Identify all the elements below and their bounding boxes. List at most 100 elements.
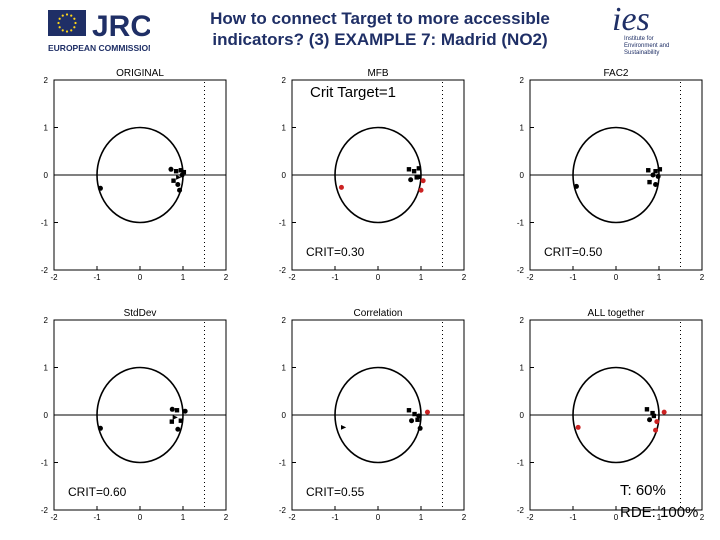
y-tick-label: -2 [41,266,49,275]
crit-label: CRIT=0.50 [544,245,603,259]
data-point [417,425,423,431]
x-tick-label: 0 [138,513,143,522]
data-point [179,172,185,178]
data-point [415,417,420,422]
data-point [573,183,579,189]
y-tick-label: -1 [279,219,287,228]
chart-title: FAC2 [603,68,628,79]
x-tick-label: 1 [181,273,186,282]
scatter-chart: -2 -1 0 1 2 2 1 0 -1 -2 FAC2 CRIT=0.50 [517,68,705,282]
eu-stars-icon [57,13,77,33]
data-point [175,182,181,187]
highlighted-data-point [575,424,581,430]
page-title: How to connect Target to more accessible… [160,8,600,50]
y-tick-label: 1 [520,124,525,133]
crit-label: CRIT=0.60 [68,485,127,499]
ies-logo-text: ies [612,2,650,38]
crit-label: CRIT=0.30 [306,245,365,259]
y-tick-label: 1 [44,124,49,133]
scatter-chart: -2 -1 0 1 2 2 1 0 -1 -2 ORIGINAL [41,68,229,282]
data-point [653,182,659,187]
data-point [177,187,183,193]
y-tick-label: -2 [279,506,287,515]
eu-star-icon [58,26,61,29]
chart-panel-all-together: -2 -1 0 1 2 2 1 0 -1 -2 ALL together [506,302,706,532]
y-tick-label: 2 [44,316,49,325]
x-tick-label: -2 [526,273,534,282]
y-tick-label: 1 [282,124,287,133]
x-tick-label: 1 [181,513,186,522]
eu-star-icon [65,30,69,33]
data-point [657,167,663,172]
chart-panel-stddev: -2 -1 0 1 2 2 1 0 -1 -2 StdDev CRIT=0.60 [30,302,230,532]
highlighted-data-point [661,409,667,415]
data-point [653,169,658,174]
crit-target-label: Crit Target=1 [310,84,397,101]
highlighted-data-point [420,178,426,184]
y-tick-label: 0 [282,411,287,420]
chart-panel-original: -2 -1 0 1 2 2 1 0 -1 -2 ORIGINAL [30,62,230,292]
x-tick-label: -1 [331,273,339,282]
y-tick-label: -2 [279,266,287,275]
data-point [650,410,655,416]
y-tick-label: 2 [282,76,287,85]
data-point [408,177,414,183]
data-point [97,185,103,191]
chart-panel-correlation: -2 -1 0 1 2 2 1 0 -1 -2 Correlation CRIT=0.55 [268,302,468,532]
y-tick-label: 0 [282,171,287,180]
eu-star-icon [70,29,73,32]
data-point [173,169,179,174]
y-tick-label: -1 [279,459,287,468]
data-point [178,418,184,423]
data-point [650,172,656,178]
data-point [97,425,103,431]
scatter-chart: -2 -1 0 1 2 2 1 0 -1 -2 StdDev CRIT=0.60 [41,308,229,522]
data-point [412,411,417,417]
data-point [176,174,182,180]
x-tick-label: 2 [462,273,467,282]
y-tick-label: 0 [44,171,49,180]
eu-star-icon [58,17,61,20]
y-tick-label: -1 [41,459,49,468]
unit-circle [572,366,660,464]
y-tick-label: -2 [517,266,525,275]
page-title-line-2: indicators? (3) EXAMPLE 7: Madrid (NO2) [212,30,548,49]
x-tick-label: 0 [376,513,381,522]
scatter-chart: -2 -1 0 1 2 2 1 0 -1 -2 MFB CRIT=0.30 [279,68,467,282]
x-tick-label: 1 [419,273,424,282]
y-tick-label: -2 [41,506,49,515]
data-point [644,407,650,412]
data-point [172,414,178,420]
x-tick-label: -2 [288,513,296,522]
y-tick-label: -1 [517,459,525,468]
x-tick-label: -2 [50,273,58,282]
data-point [171,178,176,183]
y-tick-label: 2 [282,316,287,325]
data-point [655,173,661,179]
ies-logo-line-1: Institute for [624,36,654,42]
chart-panel-fac2: -2 -1 0 1 2 2 1 0 -1 -2 FAC2 CRIT=0.50 [506,62,706,292]
x-tick-label: -1 [93,273,101,282]
data-point [182,408,188,414]
data-point [416,174,421,180]
jrc-logo: JRC EUROPEAN COMMISSION [48,10,150,53]
ies-logo-line-2: Environment and [624,43,669,49]
target-percent-label: T: 60% [620,482,666,499]
highlighted-data-point [653,427,659,433]
eu-star-icon [70,14,73,17]
eu-star-icon [65,13,69,16]
x-tick-label: -1 [93,513,101,522]
eu-star-icon [57,21,60,25]
data-point [647,179,652,185]
y-tick-label: 1 [282,364,287,373]
x-tick-label: 1 [657,513,662,522]
data-point [168,166,174,172]
highlighted-data-point [418,187,424,193]
x-tick-label: 0 [614,273,619,282]
data-point [409,418,415,424]
x-tick-label: -1 [569,273,577,282]
rde-percent-label: RDE: 100% [620,504,699,521]
eu-star-icon [61,14,64,17]
chart-title: StdDev [124,308,157,319]
scatter-chart: -2 -1 0 1 2 2 1 0 -1 -2 Correlation CRIT=0.55 [279,308,467,522]
